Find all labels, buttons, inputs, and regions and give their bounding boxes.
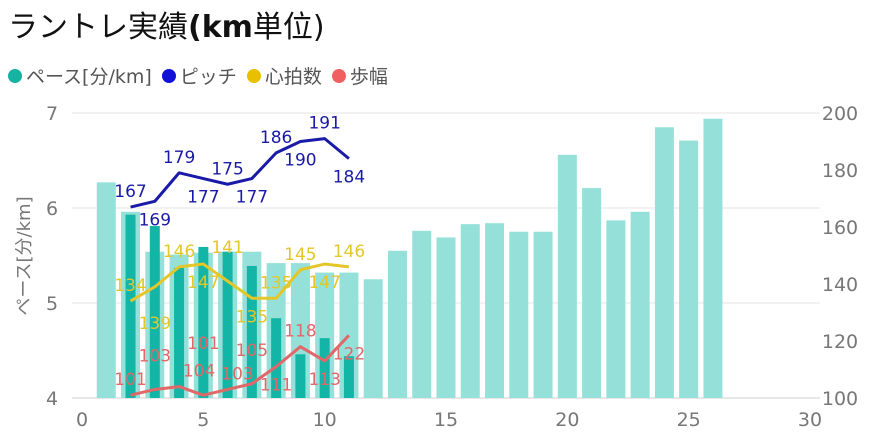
pace-bar-light <box>582 188 602 398</box>
data-label-stride: 122 <box>333 344 365 364</box>
legend-item-heart-rate[interactable]: 心拍数 <box>246 62 322 89</box>
pace-bar-dark <box>174 267 185 398</box>
data-label-stride: 111 <box>260 376 292 396</box>
data-label-heart-rate: 141 <box>211 238 243 258</box>
data-label-stride: 101 <box>114 370 146 390</box>
y-tick-left: 4 <box>46 388 58 410</box>
pace-bar-light <box>509 231 529 398</box>
legend-item-pace[interactable]: ペース[分/km] <box>8 62 152 89</box>
data-label-stride: 103 <box>221 364 253 384</box>
data-label-pitch: 179 <box>163 148 195 168</box>
pace-bar-dark <box>149 226 160 398</box>
x-tick: 10 <box>313 409 337 431</box>
data-label-pitch: 175 <box>211 159 243 179</box>
y-tick-left: 7 <box>46 103 58 125</box>
y-tick-right: 140 <box>822 274 858 296</box>
y-tick-right: 100 <box>822 388 858 410</box>
legend-label: ピッチ <box>179 66 237 88</box>
data-label-stride: 101 <box>187 334 219 354</box>
data-label-pitch: 177 <box>236 188 268 208</box>
title-suffix-text: 単位) <box>252 10 325 45</box>
pace-bar-light <box>436 237 456 398</box>
pace-bar-dark <box>198 246 209 398</box>
data-label-stride: 118 <box>284 322 316 342</box>
pace-bar-dark <box>271 318 282 398</box>
title-text: ラントレ実績 <box>8 10 188 45</box>
legend-dot-icon <box>161 68 176 83</box>
data-label-heart-rate: 139 <box>139 314 171 334</box>
pace-bar-light <box>387 250 407 398</box>
data-label-stride: 103 <box>139 346 171 366</box>
data-label-heart-rate: 135 <box>236 307 268 327</box>
pace-bar-light <box>412 230 432 398</box>
y-tick-left: 5 <box>46 293 58 315</box>
pace-bar-dark <box>246 265 257 398</box>
pace-bar-light <box>557 154 577 398</box>
y-tick-right: 200 <box>822 103 858 125</box>
y-tick-left: 6 <box>46 198 58 220</box>
y-tick-right: 180 <box>822 160 858 182</box>
legend-label: 心拍数 <box>264 66 322 88</box>
line-pitch <box>130 137 350 209</box>
pace-bar-dark <box>125 214 136 398</box>
data-label-pitch: 191 <box>308 114 340 134</box>
legend-dot-icon <box>246 68 261 83</box>
x-tick: 25 <box>677 409 701 431</box>
data-label-pitch: 177 <box>187 188 219 208</box>
y-axis-label: ペース[分/km] <box>14 196 35 315</box>
line-stride <box>130 334 351 397</box>
data-label-pitch: 190 <box>284 151 316 171</box>
pace-bar-dark <box>319 338 330 398</box>
pace-bar-light <box>485 223 505 398</box>
pace-bar-light <box>96 182 116 398</box>
pace-bar-dark <box>295 354 306 398</box>
x-tick: 0 <box>76 409 88 431</box>
x-tick: 30 <box>798 409 822 431</box>
title-bold-text: (km <box>188 10 253 45</box>
data-label-heart-rate: 147 <box>187 273 219 293</box>
pace-bar-light <box>363 279 383 398</box>
y-tick-right: 120 <box>822 331 858 353</box>
pace-bar-light <box>679 140 699 399</box>
pace-bar-light <box>630 211 650 398</box>
pace-bar-light <box>654 127 674 398</box>
data-label-heart-rate: 135 <box>260 273 292 293</box>
pace-bar-light <box>460 224 480 398</box>
chart-title: ラントレ実績(km単位) <box>8 2 325 46</box>
data-label-pitch: 169 <box>139 210 171 230</box>
data-label-heart-rate: 147 <box>308 273 340 293</box>
pace-bar-light <box>703 118 723 398</box>
legend-dot-icon <box>8 68 22 83</box>
data-label-heart-rate: 134 <box>114 276 146 296</box>
pace-bar-light <box>533 231 553 398</box>
x-tick: 5 <box>197 409 209 431</box>
x-tick: 15 <box>434 409 458 431</box>
data-label-pitch: 184 <box>333 168 365 188</box>
data-label-heart-rate: 146 <box>333 242 365 262</box>
data-label-pitch: 167 <box>114 182 146 202</box>
pace-bar-dark <box>343 356 354 398</box>
x-tick: 20 <box>555 409 579 431</box>
data-label-stride: 113 <box>308 370 340 390</box>
legend-item-stride[interactable]: 歩幅 <box>331 62 388 89</box>
data-label-stride: 104 <box>183 362 215 382</box>
legend: ペース[分/km] ピッチ 心拍数 歩幅 <box>8 62 388 89</box>
data-label-pitch: 186 <box>260 128 292 148</box>
legend-dot-icon <box>331 68 346 83</box>
line-heart-rate <box>129 262 350 303</box>
legend-label: 歩幅 <box>349 66 388 88</box>
data-label-stride: 105 <box>236 341 268 361</box>
data-label-heart-rate: 146 <box>163 242 195 262</box>
pace-bar-dark <box>222 251 233 398</box>
legend-item-pitch[interactable]: ピッチ <box>161 62 237 89</box>
pace-bar-light <box>606 220 626 398</box>
y-tick-right: 160 <box>822 217 858 239</box>
legend-label: ペース[分/km] <box>26 66 152 88</box>
data-label-heart-rate: 145 <box>284 245 316 265</box>
